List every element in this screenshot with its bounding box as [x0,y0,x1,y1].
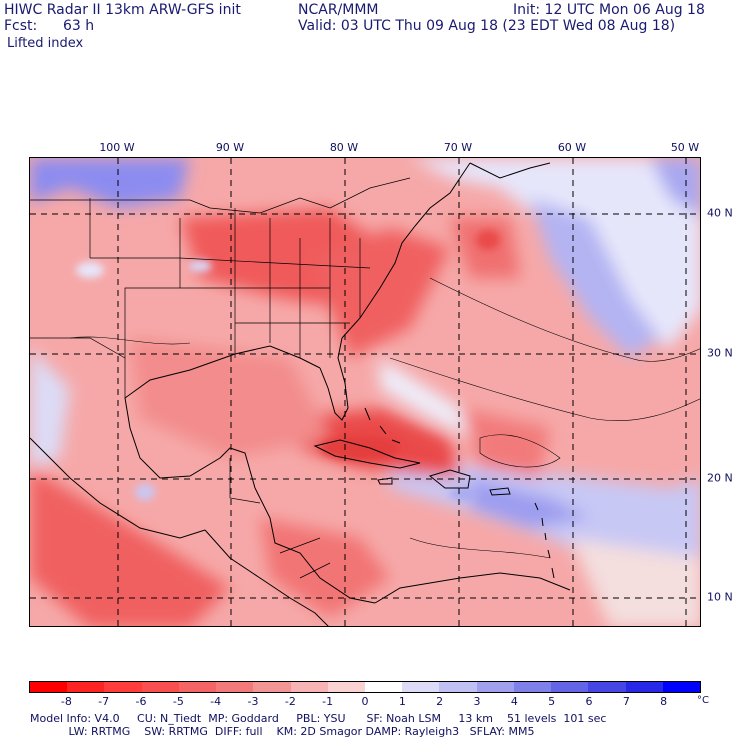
colorbar-unit: °C [697,695,709,706]
colorbar-tick-label: 3 [473,695,481,708]
field-detail [76,230,500,500]
longitude-label: 80 W [329,141,359,154]
colorbar-swatch [364,682,403,692]
forecast-hour: 63 h [63,18,95,34]
latitude-label: 10 N [707,590,733,604]
colorbar-tick-label: 5 [548,695,556,708]
colorbar-swatch [327,682,365,692]
latitude-label: 40 N [707,206,733,220]
colorbar-tick-label: -5 [172,695,184,708]
colorbar-swatch [439,682,477,692]
longitude-label: 90 W [215,141,245,154]
colorbar-tick-label: 1 [398,695,406,708]
colorbar-tick-label: -6 [135,695,147,708]
colorbar-tick-label: -1 [322,695,334,708]
lat-lon-grid [30,158,700,626]
lifted-index-map [29,157,701,627]
longitude-label: 50 W [670,141,700,154]
colorbar-swatch [67,682,105,692]
colorbar-tick-label: -7 [98,695,110,708]
colorbar-swatch [216,682,254,692]
longitude-label: 70 W [443,141,473,154]
latitude-label: 20 N [707,471,733,485]
colorbar-swatch [104,682,142,692]
colorbar-tick-label: 2 [436,695,444,708]
field-name: Lifted index [7,36,84,51]
colorbar [29,681,701,693]
colorbar-swatch [290,682,328,692]
colorbar-swatch [625,682,663,692]
colorbar-swatch [551,682,589,692]
longitude-label: 60 W [557,141,587,154]
political-borders [30,177,411,579]
model-info-line2: LW: RRTMG SW: RRTMG DIFF: full KM: 2D Sm… [30,725,535,738]
colorbar-tick-label: 8 [660,695,668,708]
model-info-line1: Model Info: V4.0 CU: N_Tiedt MP: Goddard… [30,712,607,725]
colorbar-swatch [513,682,552,692]
colorbar-swatch [30,682,68,692]
colorbar-swatch [588,682,626,692]
contour-lines [69,277,700,559]
colorbar-swatch [141,682,179,692]
colorbar-swatch [662,682,700,692]
colorbar-tick-label: -3 [247,695,259,708]
colorbar-tick-label: -2 [284,695,296,708]
longitude-label: 100 W [99,141,135,154]
colorbar-swatch [402,682,440,692]
map-canvas [30,158,700,626]
organization-label: NCAR/MMM [298,2,379,18]
colorbar-tick-label: 4 [510,695,518,708]
latitude-label: 30 N [707,346,733,360]
colorbar-tick-label: 0 [361,695,369,708]
init-time: Init: 12 UTC Mon 06 Aug 18 [513,2,705,18]
colorbar-swatch [253,682,291,692]
valid-time: Valid: 03 UTC Thu 09 Aug 18 (23 EDT Wed … [298,18,676,34]
coastlines [30,162,571,626]
forecast-label: Fcst: [4,18,38,34]
colorbar-tick-label: 6 [585,695,593,708]
colorbar-tick-label: -4 [210,695,222,708]
colorbar-tick-label: -8 [60,695,72,708]
colorbar-tick-label: 7 [622,695,630,708]
colorbar-swatch [178,682,217,692]
model-title: HIWC Radar II 13km ARW-GFS init [4,2,241,18]
colorbar-swatch [476,682,514,692]
